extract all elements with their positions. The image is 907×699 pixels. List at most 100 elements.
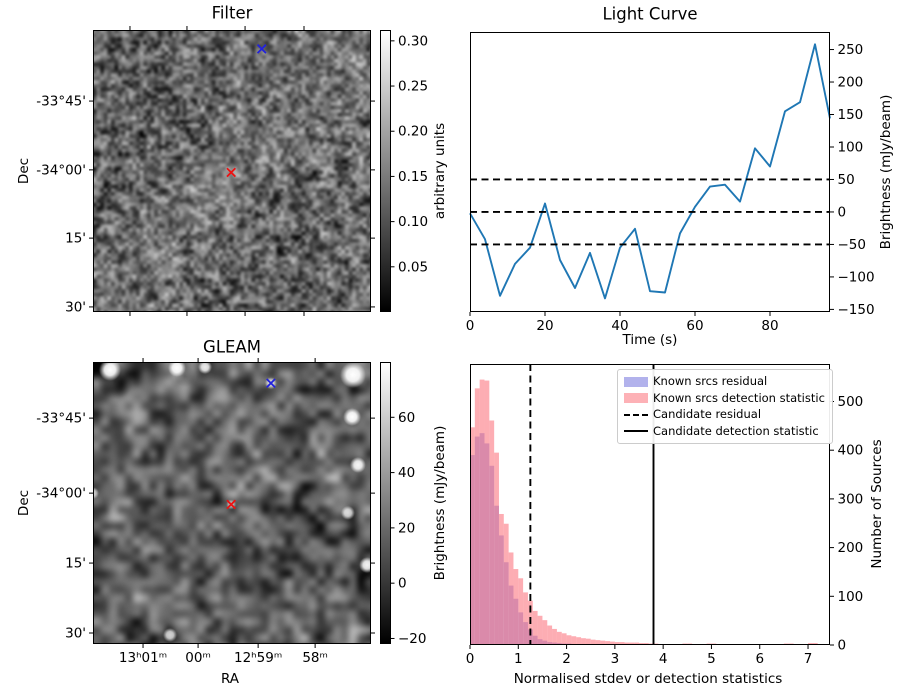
legend-row: Known srcs residual	[624, 374, 825, 389]
tick-label: 0.20	[398, 124, 428, 140]
tick-label: 60	[686, 318, 703, 334]
histogram-bar	[556, 631, 562, 645]
gleam-red-x-marker	[226, 499, 237, 510]
gleam-colorbar-label: Brightness (mJy/beam)	[432, 425, 448, 581]
histogram-bar	[508, 552, 514, 645]
histogram-bar	[600, 640, 606, 645]
histogram-bar	[614, 642, 620, 645]
gleam-frame	[93, 362, 371, 644]
tick-label: 12ʰ59ᵐ	[234, 650, 282, 666]
tick-label: 6	[755, 651, 764, 667]
histogram-bar	[552, 628, 557, 645]
histogram-bar	[532, 610, 538, 645]
filter-red-x-marker	[226, 167, 237, 178]
filter-frame	[93, 30, 371, 312]
tick-label: 0	[466, 651, 475, 667]
light-curve-axes: 0 20 40 60 80 −150 −100 −50 0 50 100 150 200 250	[466, 32, 875, 334]
histogram-bar	[503, 523, 509, 645]
histogram-bar	[542, 620, 548, 645]
tick-label: 15'	[65, 231, 86, 247]
histogram-bar	[566, 635, 572, 645]
histogram-bar	[518, 578, 524, 645]
tick-label: 30'	[65, 299, 86, 315]
histogram-bar	[634, 642, 640, 645]
histogram-bar	[561, 633, 567, 645]
tick-label: 0.05	[398, 259, 428, 275]
tick-label: −50	[838, 237, 867, 253]
histogram-bar	[494, 452, 499, 645]
histogram-bar	[624, 642, 630, 645]
histogram-bar	[470, 427, 475, 645]
tick-label: 50	[838, 172, 855, 188]
tick-label: 200	[838, 540, 864, 556]
tick-label: 20	[398, 520, 415, 536]
tick-label: 2	[562, 651, 571, 667]
tick-label: 0	[838, 204, 847, 220]
tick-label: 500	[838, 394, 864, 410]
tick-label: 150	[838, 107, 864, 123]
tick-label: 13ʰ01ᵐ	[119, 650, 167, 666]
tick-label: 3	[611, 651, 620, 667]
tick-label: 30'	[65, 626, 86, 642]
gleam-blue-x-marker	[266, 378, 276, 388]
tick-label: −150	[838, 302, 875, 318]
legend-row: Candidate detection statistic	[624, 424, 825, 439]
ra-axis-label: RA	[220, 671, 240, 687]
histogram-bar	[581, 638, 586, 645]
tick-label: 7	[804, 651, 813, 667]
tick-label: 5	[707, 651, 716, 667]
histogram-bar	[489, 420, 495, 645]
legend-dashed-line-icon	[624, 413, 648, 416]
tick-label: 58ᵐ	[302, 650, 328, 666]
tick-label: 20	[536, 318, 553, 334]
histogram-bar	[547, 625, 553, 645]
time-axis-label: Time (s)	[622, 332, 678, 348]
tick-label: −20	[398, 631, 427, 647]
filter-panel-title: Filter	[211, 3, 253, 23]
tick-label: 0.30	[398, 33, 428, 49]
histogram-bar	[590, 639, 596, 645]
light-curve-line	[469, 43, 831, 300]
legend-row: Candidate residual	[624, 407, 825, 422]
normalised-stdev-axis-label: Normalised stdev or detection statistics	[513, 671, 783, 687]
tick-label: 300	[838, 491, 864, 507]
histogram-bar	[479, 379, 485, 645]
histogram-bar	[585, 638, 591, 645]
light-curve-frame	[470, 32, 830, 312]
tick-label: -34°00'	[36, 486, 86, 502]
filter-dec-axis-label: Dec	[16, 157, 32, 185]
histogram-bar	[605, 641, 611, 645]
tick-label: 80	[761, 318, 778, 334]
legend-label-known-srcs-residual: Known srcs residual	[653, 374, 768, 388]
tick-label: -33°45'	[36, 411, 86, 427]
histogram-bar	[595, 640, 601, 645]
histogram-bar	[610, 641, 615, 645]
histogram-frame	[470, 364, 830, 645]
tick-label: 0.15	[398, 169, 428, 185]
legend-swatch-known-srcs-detection	[624, 393, 648, 403]
legend-swatch-known-srcs-residual	[624, 376, 648, 387]
filter-colorbar	[380, 30, 391, 312]
tick-label: 100	[838, 139, 864, 155]
tick-label: 250	[838, 42, 864, 58]
tick-label: 100	[838, 589, 864, 605]
histogram-axes: 0 1 2 3 4 5 6 7 0 100 200 300 400 500	[466, 364, 864, 667]
arbitrary-units-colorbar-label: arbitrary units	[432, 122, 448, 220]
tick-label: -34°00'	[36, 162, 86, 178]
histogram-bar	[571, 636, 577, 645]
tick-label: −100	[838, 269, 875, 285]
tick-label: -33°45'	[36, 94, 86, 110]
brightness-axis-label: Brightness (mJy/beam)	[878, 94, 894, 250]
histogram-bar	[484, 380, 490, 645]
gleam-colorbar	[380, 362, 391, 644]
tick-label: 200	[838, 75, 864, 91]
tick-label: 0	[466, 318, 475, 334]
light-curve-panel-title: Light Curve	[602, 4, 698, 24]
tick-label: 0.25	[398, 79, 428, 95]
histogram-legend: Known srcs residual Known srcs detection…	[617, 369, 833, 444]
legend-row: Known srcs detection statistic	[624, 391, 825, 406]
histogram-bar	[619, 642, 625, 645]
tick-label: 40	[611, 318, 628, 334]
